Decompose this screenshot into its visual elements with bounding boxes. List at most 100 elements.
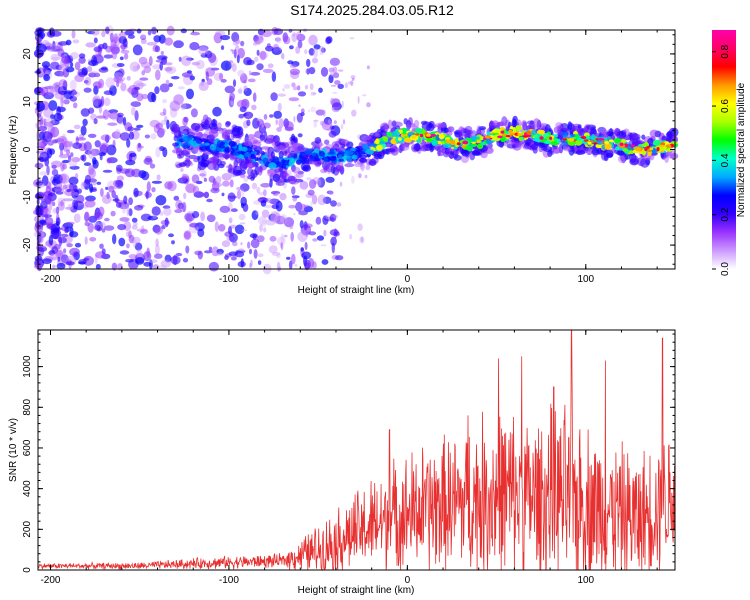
heatmap-cell <box>466 145 473 152</box>
heatmap-cell <box>154 225 164 235</box>
heatmap-cell <box>559 123 569 133</box>
heatmap-cell <box>105 186 109 190</box>
heatmap-cell <box>164 115 168 123</box>
heatmap-cell <box>164 217 169 228</box>
heatmap-cell <box>288 28 293 33</box>
heatmap-cell <box>60 233 69 237</box>
heatmap-cell <box>218 145 226 149</box>
heatmap-cell <box>211 182 223 187</box>
heatmap-cell <box>133 127 141 131</box>
heatmap-cell <box>106 191 110 199</box>
heatmap-cell <box>281 159 286 164</box>
heatmap-cell <box>200 211 206 222</box>
heatmap-cell <box>52 207 60 214</box>
heatmap-cell <box>251 153 256 159</box>
heatmap-cell <box>533 118 541 127</box>
heatmap-cell <box>46 44 57 52</box>
heatmap-cell <box>269 235 277 242</box>
heatmap-cell <box>103 97 111 107</box>
heatmap-cell <box>220 45 225 51</box>
heatmap-cell <box>51 139 55 144</box>
heatmap-cell <box>112 33 121 38</box>
heatmap-cell <box>83 141 92 152</box>
heatmap-cell <box>330 200 337 207</box>
heatmap-cell <box>336 202 342 207</box>
heatmap-cell <box>419 133 424 138</box>
heatmap-cell <box>330 73 334 77</box>
heatmap-cell <box>401 127 407 135</box>
heatmap-cell <box>376 144 383 151</box>
heatmap-cell <box>286 256 291 260</box>
heatmap-cell <box>250 71 261 76</box>
heatmap-cell <box>230 256 237 261</box>
heatmap-cell <box>439 146 446 152</box>
heatmap-cell <box>260 183 271 188</box>
heatmap-cell <box>320 67 329 77</box>
heatmap-cell <box>188 154 198 160</box>
heatmap-cell <box>354 162 364 167</box>
heatmap-cell <box>239 161 248 172</box>
heatmap-cell <box>449 140 456 144</box>
heatmap-cell <box>215 176 222 184</box>
heatmap-cell <box>151 206 161 216</box>
heatmap-cell <box>166 25 175 36</box>
heatmap-cell <box>636 136 641 146</box>
heatmap-cell <box>207 78 213 86</box>
heatmap-cell <box>88 107 95 114</box>
heatmap-cell <box>256 63 264 71</box>
heatmap-cell <box>119 250 130 255</box>
heatmap-cell <box>159 61 163 71</box>
heatmap-cell <box>325 176 335 183</box>
heatmap-cell <box>322 215 329 225</box>
heatmap-cell <box>330 236 337 246</box>
heatmap-cell <box>51 56 62 61</box>
heatmap-cell <box>290 133 296 142</box>
heatmap-cell <box>329 57 340 66</box>
heatmap-cell <box>312 181 317 184</box>
heatmap-cell <box>70 152 74 158</box>
heatmap-cell <box>190 108 198 118</box>
heatmap-cell <box>446 139 451 144</box>
heatmap-cell <box>218 224 226 232</box>
heatmap-cell <box>248 70 252 76</box>
heatmap-cell <box>237 47 245 59</box>
heatmap-cell <box>399 143 405 152</box>
heatmap-cell <box>189 140 194 145</box>
heatmap-cell <box>134 205 144 211</box>
heatmap-cell <box>64 226 71 233</box>
heatmap-cell <box>118 237 126 247</box>
heatmap-cell <box>328 67 335 73</box>
heatmap-cell <box>66 221 75 225</box>
heatmap-cell <box>215 30 226 36</box>
heatmap-cell <box>58 236 63 247</box>
snr-y-tick-label: 400 <box>22 480 33 497</box>
heatmap-cell <box>181 72 193 78</box>
heatmap-cell <box>289 64 297 68</box>
heatmap-cell <box>155 146 161 158</box>
heatmap-cell <box>81 154 87 162</box>
heatmap-cell <box>243 85 248 92</box>
heatmap-cell <box>155 122 163 130</box>
heatmap-cell <box>304 148 313 155</box>
heatmap-cell <box>238 247 245 252</box>
heatmap-cell <box>83 87 92 93</box>
heatmap-cell <box>93 72 101 78</box>
heatmap-cell <box>98 78 105 89</box>
heatmap-cell <box>198 45 209 51</box>
heatmap-cell <box>539 136 544 140</box>
heatmap-cell <box>567 121 573 131</box>
heatmap-cell <box>164 254 172 263</box>
heatmap-cell <box>259 35 264 41</box>
heatmap-cell <box>102 169 113 173</box>
heatmap-cell <box>243 80 247 84</box>
heatmap-cell <box>204 117 213 127</box>
heatmap-cell <box>591 133 596 141</box>
heatmap-cell <box>461 145 466 148</box>
heatmap-cell <box>577 124 582 129</box>
heatmap-cell <box>312 92 317 95</box>
heatmap-cell <box>58 79 68 87</box>
heatmap-cell <box>331 98 341 108</box>
heatmap-cell <box>182 257 189 263</box>
heatmap-cell <box>183 231 191 240</box>
heatmap-cell <box>276 127 282 132</box>
